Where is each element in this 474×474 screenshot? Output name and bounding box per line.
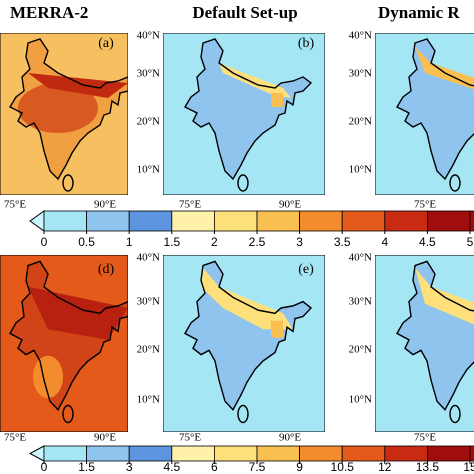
- map-default-b: [163, 255, 325, 432]
- map-default: [163, 33, 325, 195]
- lat-label: 40°N: [137, 252, 160, 264]
- panel-label: (d): [98, 262, 115, 277]
- colorbar-tick-label: 13.5: [416, 460, 440, 474]
- colorbar-tick-label: 0: [41, 235, 48, 249]
- lat-label: 10°N: [349, 394, 372, 406]
- panel-title: Default Set-up: [192, 3, 297, 22]
- colorbar-tick-label: 4: [381, 235, 388, 249]
- lat-label: 30°N: [349, 296, 372, 308]
- colorbar-tick-label: 9: [296, 460, 303, 474]
- lat-label: 10°N: [137, 164, 160, 176]
- colorbar-segment: [256, 210, 300, 232]
- colorbar-segment: [128, 445, 173, 462]
- colorbar-tick-label: 15: [463, 460, 474, 474]
- colorbar-tick-label: 12: [378, 460, 392, 474]
- colorbar-segment: [426, 445, 471, 462]
- colorbar-tick-label: 1.5: [163, 235, 180, 249]
- colorbar-tick-label: 1.5: [78, 460, 95, 474]
- colorbar-segment: [86, 445, 130, 462]
- colorbar-segment: [469, 445, 474, 462]
- colorbar-tick-label: 7.5: [249, 460, 266, 474]
- panel-label: (b): [298, 36, 315, 51]
- map-dynamic: [375, 33, 474, 195]
- lat-label: 10°N: [349, 164, 372, 176]
- lon-label: 75°E: [414, 432, 436, 444]
- lat-label: 40°N: [137, 30, 160, 42]
- lat-label: 30°N: [137, 68, 160, 80]
- colorbar-segment: [256, 445, 300, 462]
- colorbar-segment: [43, 210, 87, 232]
- colorbar-tick-label: 0: [41, 460, 48, 474]
- colorbar-tick-label: 4.5: [163, 460, 180, 474]
- lat-label: 10°N: [137, 394, 160, 406]
- colorbar-tick-label: 3: [126, 460, 133, 474]
- lon-label: 90°E: [279, 199, 301, 211]
- colorbar-segment: [213, 445, 258, 462]
- colorbar-tick-label: 2.5: [249, 235, 266, 249]
- colorbar-tick-label: 10.5: [331, 460, 355, 474]
- colorbar-segment: [384, 210, 428, 232]
- colorbar-tick-label: 0.5: [78, 235, 95, 249]
- map-merra2: [0, 33, 128, 195]
- colorbar-segment: [299, 210, 343, 232]
- lon-label: 75°E: [4, 199, 26, 211]
- lat-label: 30°N: [349, 68, 372, 80]
- colorbar-segment: [384, 445, 428, 462]
- colorbar-segment: [171, 210, 215, 232]
- lat-label: 40°N: [349, 30, 372, 42]
- lat-label: 30°N: [137, 296, 160, 308]
- panel-title: MERRA-2: [10, 3, 88, 22]
- colorbar-segment: [86, 210, 130, 232]
- lat-label: 20°N: [137, 116, 160, 128]
- colorbar-arrow: [28, 445, 45, 462]
- colorbar-segment: [469, 210, 474, 232]
- colorbar-segment: [43, 445, 87, 462]
- colorbar-tick-label: 3: [296, 235, 303, 249]
- colorbar-tick-label: 2: [211, 235, 218, 249]
- lat-label: 20°N: [349, 344, 372, 356]
- map-merra2-b: [0, 255, 128, 432]
- colorbar-segment: [341, 445, 386, 462]
- map-dynamic-b: [375, 255, 474, 432]
- colorbar-segment: [171, 445, 215, 462]
- colorbar-arrow: [29, 210, 45, 232]
- lon-label: 75°E: [4, 432, 26, 444]
- lon-label: 90°E: [94, 199, 116, 211]
- colorbar-segment: [299, 445, 343, 462]
- colorbar-segment: [213, 210, 258, 232]
- lon-label: 75°E: [414, 199, 436, 211]
- panel-label: (e): [298, 262, 314, 277]
- colorbar-tick-label: 3.5: [334, 235, 351, 249]
- lon-label: 75°E: [179, 199, 201, 211]
- colorbar-segment: [341, 210, 386, 232]
- colorbar-tick-label: 5: [467, 235, 474, 249]
- lat-label: 20°N: [349, 116, 372, 128]
- colorbar-tick-label: 1: [126, 235, 133, 249]
- colorbar-segment: [426, 210, 471, 232]
- panel-label: (a): [98, 36, 114, 51]
- colorbar-tick-label: 4.5: [419, 235, 436, 249]
- lon-label: 75°E: [179, 432, 201, 444]
- colorbar-segment: [128, 210, 173, 232]
- lat-label: 20°N: [137, 344, 160, 356]
- lat-label: 40°N: [349, 252, 372, 264]
- lon-label: 90°E: [94, 432, 116, 444]
- lon-label: 90°E: [279, 432, 301, 444]
- colorbar-tick-label: 6: [211, 460, 218, 474]
- panel-title: Dynamic R: [378, 3, 460, 22]
